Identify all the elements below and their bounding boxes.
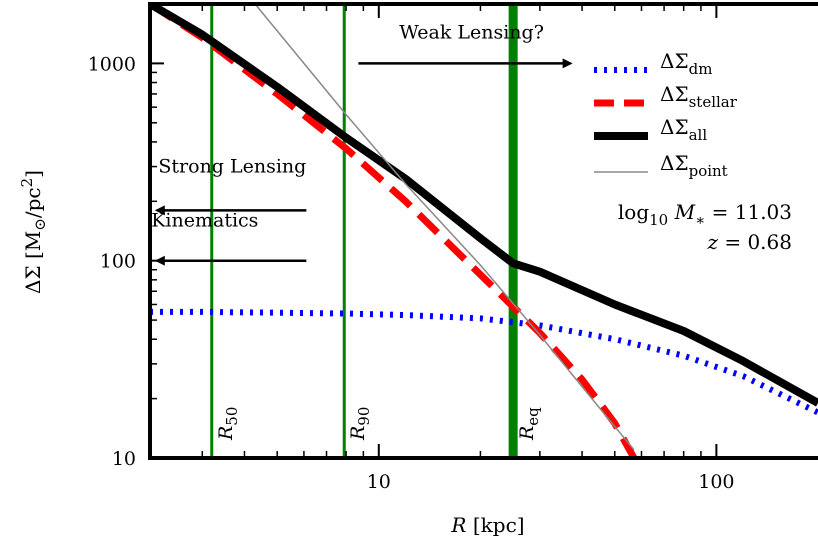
info-mass: log10 M∗ = 11.03 (618, 200, 792, 229)
y-tick-label: 1000 (88, 53, 136, 75)
x-axis-label: R [kpc] (450, 513, 524, 537)
annotation-strong-lensing: Strong Lensing (158, 156, 306, 178)
legend-label-stellar: ΔΣstellar (660, 82, 738, 111)
x-tick-label: 10 (367, 471, 391, 493)
annotations: Weak Lensing? Strong Lensing Kinematics (151, 22, 573, 266)
series-line-dm (150, 308, 818, 416)
annotation-kinematics: Kinematics (151, 209, 258, 231)
y-axis-label: ΔΣ [M⊙/pc2] (18, 170, 49, 294)
x-tick-label: 100 (698, 471, 734, 493)
plot-marks: R50 R90 Req (150, 4, 818, 458)
series-line-all (150, 4, 818, 407)
annotation-weak-lensing: Weak Lensing? (399, 22, 544, 44)
vline-label-90: R90 (347, 407, 373, 441)
vline-label-50: R50 (215, 407, 241, 441)
legend-label-dm: ΔΣdm (660, 49, 712, 78)
legend-label-all: ΔΣall (660, 115, 707, 144)
plot-frame (148, 2, 818, 460)
info-text: log10 M∗ = 11.03z = 0.68 (618, 200, 792, 254)
vline-label-eq: Req (516, 407, 542, 441)
series-line-point (254, 4, 635, 451)
info-redshift: z = 0.68 (706, 230, 792, 254)
y-tick-label: 10 (112, 448, 136, 470)
legend-label-point: ΔΣpoint (660, 151, 728, 180)
legend: ΔΣdm ΔΣstellar ΔΣall ΔΣpoint (594, 49, 738, 180)
y-tick-label: 100 (100, 251, 136, 273)
axes: 10 100 10 100 1000 (88, 2, 818, 493)
axis-labels: R [kpc] ΔΣ [M⊙/pc2] (18, 170, 525, 537)
